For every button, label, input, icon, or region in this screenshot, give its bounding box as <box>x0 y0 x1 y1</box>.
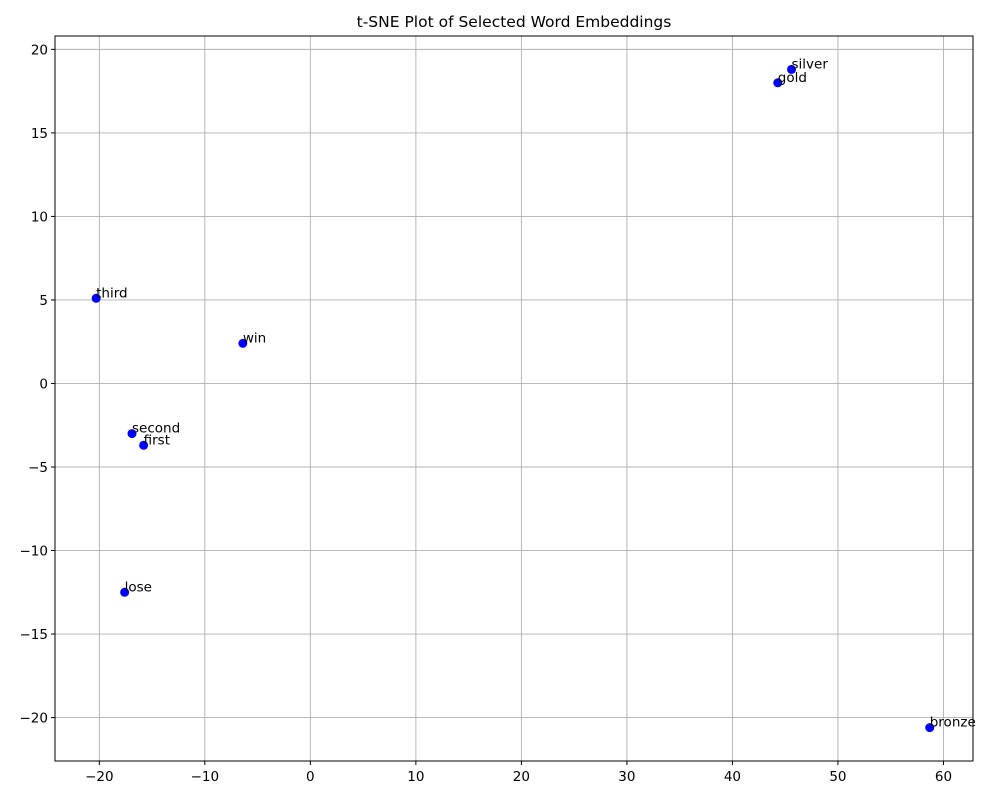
data-point-first <box>139 440 149 450</box>
y-tick-label: 5 <box>39 293 48 309</box>
y-tick-label: 15 <box>31 126 48 142</box>
plot-area-frame <box>54 35 974 762</box>
x-tick-label: 0 <box>306 769 315 785</box>
x-tick-label: 30 <box>618 769 635 785</box>
data-point-bronze <box>925 723 935 733</box>
x-tick-label: 10 <box>407 769 424 785</box>
x-tick-label: −20 <box>85 769 114 785</box>
data-point-lose <box>120 587 130 597</box>
y-tick-label: 20 <box>31 42 48 58</box>
chart-title: t-SNE Plot of Selected Word Embeddings <box>357 13 672 31</box>
data-point-third <box>91 293 101 303</box>
point-label-silver: silver <box>792 56 829 72</box>
y-tick-label: −10 <box>20 544 49 560</box>
point-label-win: win <box>243 330 266 346</box>
data-point-win <box>238 338 248 348</box>
y-tick-label: −20 <box>20 711 49 727</box>
y-tick-label: 0 <box>39 376 48 392</box>
y-tick-label: −15 <box>20 627 49 643</box>
x-tick-label: −10 <box>191 769 220 785</box>
point-label-gold: gold <box>778 70 807 86</box>
grid-lines <box>55 36 973 761</box>
point-label-second: second <box>132 421 180 437</box>
data-point-second <box>127 429 137 439</box>
point-label-lose: lose <box>125 579 152 595</box>
data-point-silver <box>787 64 797 74</box>
y-tick-label: 10 <box>31 209 48 225</box>
x-tick-label: 20 <box>513 769 530 785</box>
point-label-bronze: bronze <box>930 715 976 731</box>
data-point-gold <box>773 78 783 88</box>
point-label-first: first <box>144 432 170 448</box>
x-tick-label: 40 <box>724 769 741 785</box>
axis-ticks: −20 −10 0 10 20 30 40 50 60 −20 −15 −10 −5 0 5 10 15 20 <box>20 42 953 785</box>
x-tick-label: 50 <box>829 769 846 785</box>
point-label-third: third <box>96 285 127 301</box>
x-tick-label: 60 <box>935 769 952 785</box>
y-tick-label: −5 <box>28 460 48 476</box>
